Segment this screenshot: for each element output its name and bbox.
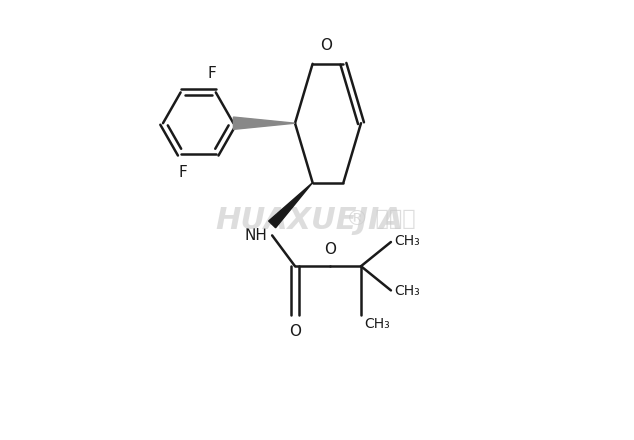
Text: ® 化学加: ® 化学加 — [346, 209, 415, 229]
Text: O: O — [324, 242, 336, 257]
Polygon shape — [233, 117, 295, 129]
Text: F: F — [208, 66, 217, 81]
Text: HUAXUEJIA: HUAXUEJIA — [216, 205, 404, 235]
Text: O: O — [320, 38, 332, 53]
Text: F: F — [178, 165, 187, 180]
Polygon shape — [269, 183, 313, 228]
Text: NH: NH — [245, 228, 268, 243]
Text: CH₃: CH₃ — [394, 284, 420, 298]
Text: CH₃: CH₃ — [394, 234, 420, 248]
Text: CH₃: CH₃ — [365, 317, 391, 331]
Text: O: O — [289, 324, 301, 339]
